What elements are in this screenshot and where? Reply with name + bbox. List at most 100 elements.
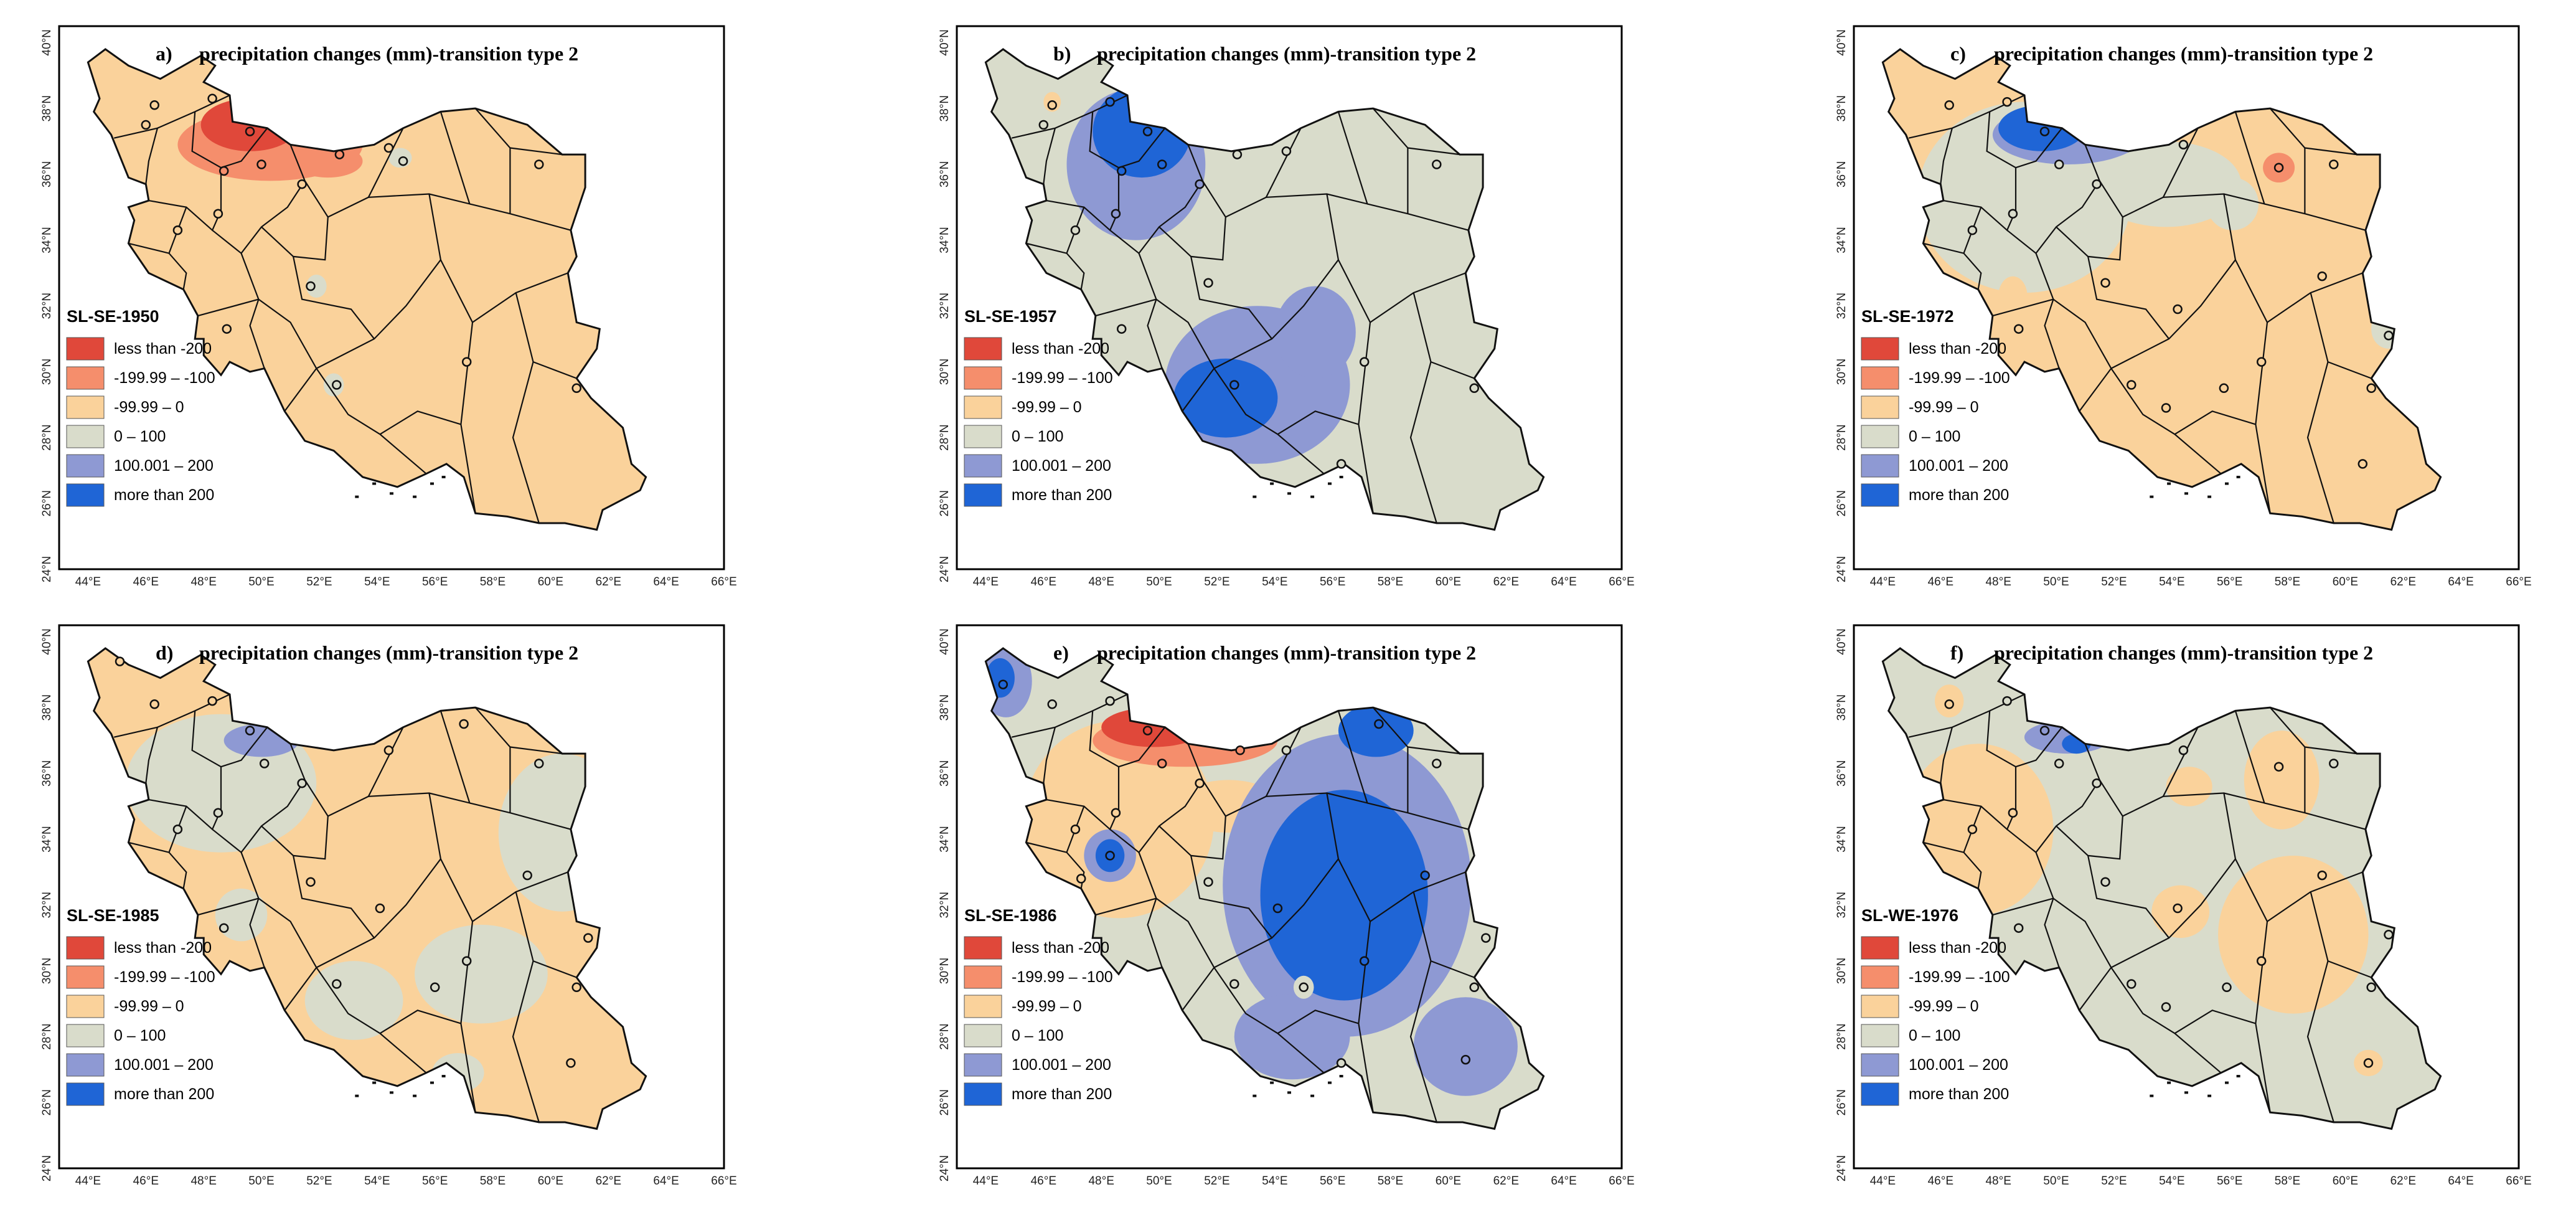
legend-swatch bbox=[1861, 1024, 1899, 1047]
panel-title: precipitation changes (mm)-transition ty… bbox=[1994, 641, 2373, 664]
lat-tick-label: 30°N bbox=[938, 958, 951, 984]
province-border bbox=[2269, 707, 2306, 813]
weather-station-marker bbox=[2363, 1058, 2374, 1068]
province-border bbox=[1138, 253, 1163, 369]
weather-station-marker bbox=[1374, 719, 1384, 729]
lat-tick-label: 26°N bbox=[938, 490, 951, 516]
lat-tick-label: 36°N bbox=[1835, 161, 1848, 187]
map-area bbox=[1881, 48, 2442, 531]
precip-zones bbox=[985, 648, 1518, 1096]
province-border bbox=[2328, 960, 2372, 978]
weather-station-marker bbox=[2092, 179, 2102, 189]
weather-station-marker bbox=[1420, 870, 1430, 881]
lon-tick-label: 48°E bbox=[1985, 575, 2011, 589]
province-border bbox=[148, 767, 222, 831]
lon-tick-label: 56°E bbox=[1320, 575, 1345, 589]
legend-label: less than -200 bbox=[114, 939, 212, 957]
island bbox=[2225, 1081, 2229, 1084]
country-outline bbox=[1881, 647, 2442, 1130]
lon-tick-label: 60°E bbox=[538, 1175, 563, 1188]
legend-swatch bbox=[66, 454, 105, 478]
lon-tick-label: 54°E bbox=[2159, 1175, 2184, 1188]
legend-title: SL-WE-1976 bbox=[1861, 906, 1958, 925]
weather-station-marker bbox=[1105, 851, 1115, 861]
weather-station-marker bbox=[332, 380, 342, 390]
weather-station-marker bbox=[306, 281, 316, 291]
weather-station-marker bbox=[1432, 759, 1442, 768]
weather-station-marker bbox=[1967, 225, 1978, 235]
lon-tick-label: 52°E bbox=[1204, 1175, 1229, 1188]
lon-tick-label: 50°E bbox=[1146, 575, 1172, 589]
precip-zone bbox=[1274, 286, 1356, 379]
lat-tick-label: 30°N bbox=[1835, 958, 1848, 984]
lon-tick-label: 54°E bbox=[364, 575, 390, 589]
lat-tick-label: 34°N bbox=[938, 227, 951, 253]
lon-tick-label: 44°E bbox=[973, 575, 999, 589]
precip-zone bbox=[415, 924, 548, 1024]
island bbox=[2236, 476, 2240, 478]
legend-swatch bbox=[964, 965, 1002, 989]
panel-title: precipitation changes (mm)-transition ty… bbox=[199, 641, 578, 664]
weather-station-marker bbox=[2384, 930, 2394, 940]
province-border bbox=[2306, 891, 2334, 1123]
lon-tick-label: 44°E bbox=[1870, 575, 1896, 589]
province-border bbox=[1095, 298, 1215, 412]
legend-swatch bbox=[964, 337, 1002, 361]
province-border bbox=[128, 242, 187, 290]
province-border bbox=[510, 746, 563, 755]
province-border bbox=[1408, 746, 1460, 755]
province-border bbox=[1986, 711, 2063, 768]
precip-zone bbox=[2090, 141, 2242, 227]
lat-tick-label: 32°N bbox=[40, 293, 54, 319]
province-border bbox=[2305, 746, 2357, 755]
legend-label: 0 – 100 bbox=[1012, 1027, 1063, 1044]
weather-station-marker bbox=[1047, 100, 1057, 110]
weather-station-marker bbox=[2256, 956, 2267, 966]
weather-station-marker bbox=[2273, 762, 2284, 772]
lon-tick-label: 46°E bbox=[133, 575, 159, 589]
axis-labels: 44°E 46°E 48°E 50°E 52°E 54°E 56°E 58°E 60°E 62°E… bbox=[1835, 628, 2532, 1188]
weather-station-marker bbox=[1469, 383, 1479, 394]
legend-label: 100.001 – 200 bbox=[1909, 1056, 2008, 1074]
lon-tick-label: 48°E bbox=[1088, 575, 1114, 589]
island bbox=[372, 1081, 377, 1084]
island bbox=[2184, 492, 2188, 495]
province-border bbox=[533, 960, 577, 978]
lat-tick-label: 40°N bbox=[40, 29, 54, 55]
lon-tick-label: 46°E bbox=[1928, 1175, 1953, 1188]
legend-label: 100.001 – 200 bbox=[1012, 457, 1111, 475]
island bbox=[2236, 1075, 2240, 1077]
legend-swatch bbox=[964, 995, 1002, 1018]
legend-swatch bbox=[66, 395, 105, 419]
weather-station-marker bbox=[2222, 982, 2232, 993]
legend-label: 100.001 – 200 bbox=[114, 457, 214, 475]
lon-tick-label: 60°E bbox=[2333, 575, 2358, 589]
island bbox=[430, 482, 434, 485]
legend-swatch bbox=[66, 483, 105, 507]
lat-tick-label: 40°N bbox=[938, 29, 951, 55]
lat-tick-label: 28°N bbox=[40, 424, 54, 450]
weather-station-marker bbox=[1359, 956, 1370, 966]
province-border bbox=[1431, 960, 1475, 978]
weather-station-marker bbox=[2273, 163, 2284, 173]
island bbox=[355, 1094, 359, 1097]
weather-station-marker bbox=[1111, 209, 1121, 219]
weather-station-marker bbox=[1336, 459, 1347, 469]
province-border bbox=[1159, 180, 1226, 261]
lon-tick-label: 52°E bbox=[2101, 575, 2127, 589]
weather-station-marker bbox=[2092, 778, 2102, 788]
panel-title: precipitation changes (mm)-transition ty… bbox=[1097, 641, 1476, 664]
weather-station-marker bbox=[2173, 903, 2183, 914]
legend: SL-SE-1972 less than -200 -199.99 – -100 -… bbox=[1861, 307, 2010, 507]
island bbox=[1310, 1094, 1315, 1097]
lat-tick-label: 38°N bbox=[938, 95, 951, 121]
weather-station-marker bbox=[207, 696, 217, 706]
province-border bbox=[1277, 1010, 1374, 1113]
island bbox=[1328, 1081, 1332, 1084]
province-border bbox=[379, 410, 476, 514]
lon-tick-label: 58°E bbox=[2275, 1175, 2300, 1188]
lat-tick-label: 40°N bbox=[938, 628, 951, 655]
lat-tick-label: 32°N bbox=[938, 892, 951, 918]
province-border bbox=[1372, 108, 1409, 214]
lon-tick-label: 62°E bbox=[1493, 1175, 1519, 1188]
